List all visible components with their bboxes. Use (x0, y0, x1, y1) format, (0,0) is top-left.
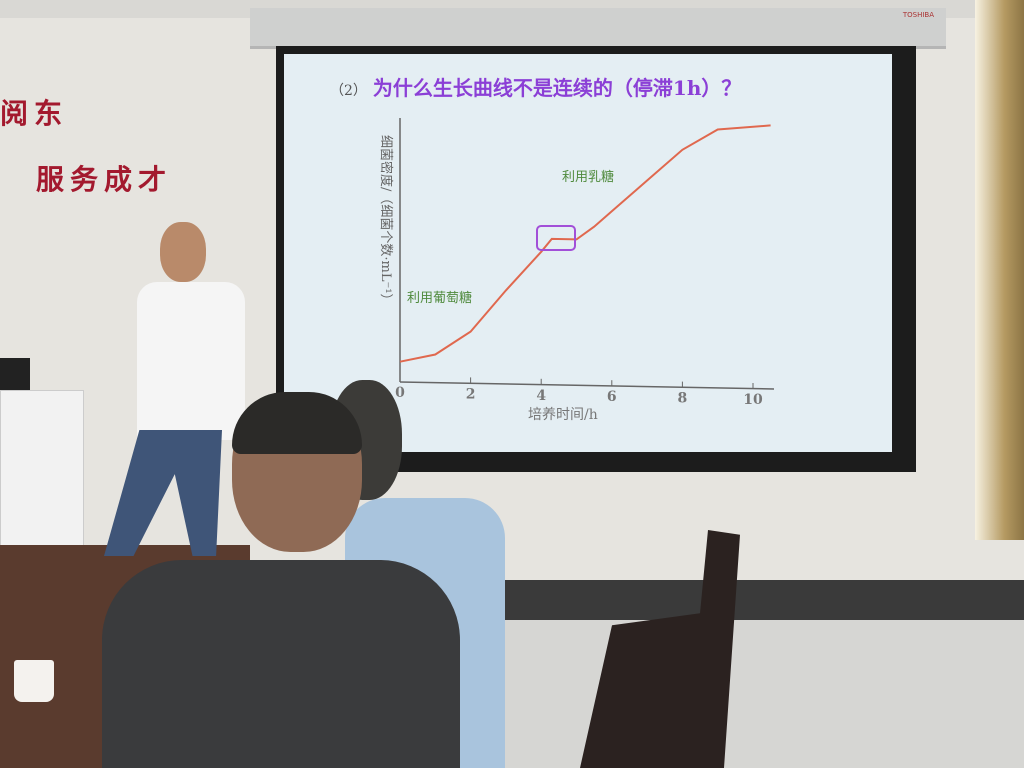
annotation-glucose: 利用葡萄糖 (407, 290, 472, 306)
wall-slogan-line2: 服务成才 (36, 163, 173, 196)
paper-cup (14, 660, 54, 702)
podium (0, 390, 84, 547)
x-tick-label: 10 (743, 392, 763, 408)
audience-shirt-1 (102, 560, 460, 768)
x-axis (399, 381, 775, 390)
audience-hair-1 (232, 392, 362, 454)
baseboard (480, 580, 1024, 620)
x-tick-label: 6 (607, 389, 617, 405)
projector-brand: TOSHIBA (902, 11, 934, 19)
presenter-head (160, 222, 206, 282)
y-axis-label: 细菌密度/（细菌个数·mL⁻¹） (378, 135, 394, 307)
slide-title: （2） 为什么生长曲线不是连续的（停滞1h）？ (330, 72, 741, 101)
x-tick-label: 8 (678, 391, 688, 407)
x-tick-label: 2 (466, 386, 476, 402)
wall-slogan-line1: 阅东 (0, 97, 69, 130)
question-text: 为什么生长曲线不是连续的（停滞1h）？ (372, 76, 742, 100)
presenter-shirt (137, 282, 245, 440)
question-number: （2） (330, 83, 367, 99)
floor (480, 620, 1024, 768)
lag-highlight-box (536, 225, 576, 251)
x-tick-label: 0 (395, 385, 405, 401)
x-axis-label: 培养时间/h (528, 407, 598, 423)
curtain (975, 0, 1024, 540)
x-tick-label: 4 (536, 388, 546, 404)
laptop (0, 358, 30, 390)
annotation-lactose: 利用乳糖 (562, 169, 614, 185)
growth-curve (399, 124, 771, 363)
